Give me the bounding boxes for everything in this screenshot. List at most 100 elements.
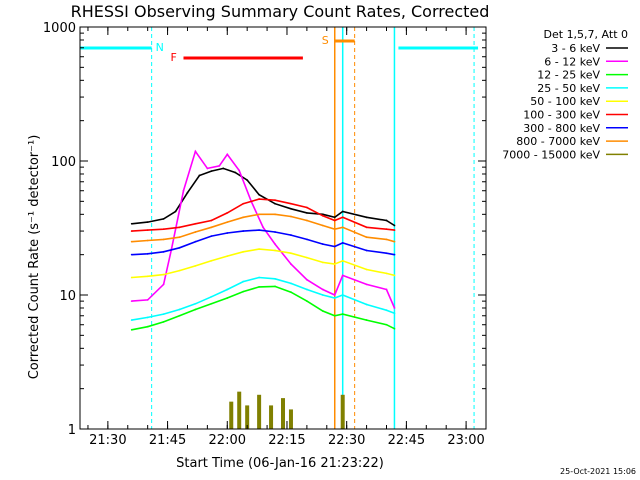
data-point bbox=[258, 276, 261, 279]
legend-label: 7000 - 15000 keV bbox=[502, 148, 600, 161]
data-point bbox=[146, 316, 149, 319]
data-point bbox=[341, 313, 344, 316]
y-axis-label: Corrected Count Rate (s⁻¹ detector⁻¹) bbox=[27, 135, 42, 380]
data-point bbox=[341, 274, 344, 277]
series-line-4 bbox=[131, 248, 395, 279]
data-point bbox=[341, 294, 344, 296]
data-point bbox=[262, 226, 264, 229]
plot-frame bbox=[79, 26, 487, 430]
data-point bbox=[393, 312, 396, 315]
data-point bbox=[130, 230, 133, 232]
y-tick-label: 1 bbox=[68, 423, 76, 438]
data-point bbox=[305, 278, 308, 281]
data-point bbox=[393, 307, 396, 309]
data-point bbox=[242, 290, 245, 293]
data-point bbox=[222, 167, 225, 170]
timestamp: 25-Oct-2021 15:06 bbox=[560, 467, 636, 476]
saa-label: S bbox=[322, 34, 329, 47]
data-point bbox=[341, 226, 344, 229]
bar-7000-15000-kev bbox=[237, 391, 242, 429]
legend-label: 12 - 25 keV bbox=[537, 69, 600, 82]
data-point bbox=[182, 189, 185, 192]
data-point bbox=[258, 229, 261, 232]
data-point bbox=[210, 295, 213, 298]
data-point bbox=[226, 211, 229, 214]
data-point bbox=[210, 235, 213, 238]
legend-label: 6 - 12 keV bbox=[544, 55, 600, 68]
x-tick-label: 22:30 bbox=[328, 433, 365, 448]
data-point bbox=[274, 231, 276, 233]
data-point bbox=[258, 248, 261, 251]
data-point bbox=[130, 240, 133, 243]
series-line-6 bbox=[131, 229, 395, 256]
legend-label: 800 - 7000 keV bbox=[516, 135, 600, 148]
data-point bbox=[234, 171, 237, 174]
data-point bbox=[333, 314, 336, 317]
data-point bbox=[290, 282, 292, 285]
data-point bbox=[274, 243, 276, 245]
data-point bbox=[274, 277, 276, 280]
data-point bbox=[321, 243, 324, 245]
x-tick-label: 21:45 bbox=[149, 433, 186, 448]
data-point bbox=[341, 259, 344, 262]
data-point bbox=[210, 170, 213, 173]
data-point bbox=[194, 308, 197, 311]
data-point bbox=[393, 253, 396, 256]
data-point bbox=[274, 285, 276, 288]
data-point bbox=[305, 288, 308, 291]
data-point bbox=[226, 255, 229, 258]
data-point bbox=[198, 174, 201, 177]
data-point bbox=[130, 253, 133, 256]
data-point bbox=[274, 213, 276, 216]
data-point bbox=[162, 217, 165, 220]
data-point bbox=[321, 261, 324, 264]
data-point bbox=[290, 215, 292, 218]
data-point bbox=[385, 252, 388, 255]
data-point bbox=[365, 226, 368, 229]
data-point bbox=[242, 202, 245, 205]
data-point bbox=[305, 238, 308, 241]
x-tick-label: 21:30 bbox=[89, 433, 126, 448]
data-point bbox=[186, 191, 189, 194]
data-point bbox=[258, 193, 261, 196]
data-point bbox=[178, 308, 181, 311]
data-point bbox=[393, 274, 396, 277]
data-point bbox=[333, 219, 336, 222]
legend-title: Det 1,5,7, Att 0 bbox=[544, 28, 628, 41]
x-axis-label: Start Time (06-Jan-16 21:23:22) bbox=[176, 456, 384, 471]
data-point bbox=[194, 240, 197, 243]
data-point bbox=[218, 164, 221, 167]
data-point bbox=[305, 211, 308, 214]
bar-7000-15000-kev bbox=[257, 394, 262, 429]
data-point bbox=[365, 249, 368, 252]
data-point bbox=[305, 256, 308, 259]
data-point bbox=[333, 228, 336, 231]
data-point bbox=[178, 269, 181, 272]
data-point bbox=[210, 226, 213, 229]
data-point bbox=[146, 298, 149, 301]
data-point bbox=[130, 276, 133, 279]
x-tick-label: 23:00 bbox=[447, 433, 484, 448]
y-tick-label: 100 bbox=[51, 155, 76, 170]
data-point bbox=[162, 238, 165, 241]
x-tick-label: 22:45 bbox=[388, 433, 425, 448]
data-point bbox=[162, 283, 165, 286]
data-point bbox=[290, 252, 292, 255]
legend-label: 300 - 800 keV bbox=[523, 122, 600, 135]
data-point bbox=[146, 325, 149, 328]
data-point bbox=[365, 216, 368, 219]
data-point bbox=[341, 210, 344, 213]
data-point bbox=[194, 231, 197, 233]
data-point bbox=[365, 303, 368, 306]
data-point bbox=[274, 249, 276, 252]
data-point bbox=[162, 228, 165, 231]
data-point bbox=[238, 169, 241, 172]
plot-area bbox=[80, 27, 486, 429]
series-line-5 bbox=[131, 198, 395, 232]
data-point bbox=[290, 234, 292, 236]
y-tick-label: 10 bbox=[59, 289, 76, 304]
data-point bbox=[305, 206, 308, 209]
data-point bbox=[341, 241, 344, 244]
data-point bbox=[393, 229, 396, 232]
data-point bbox=[130, 222, 133, 225]
